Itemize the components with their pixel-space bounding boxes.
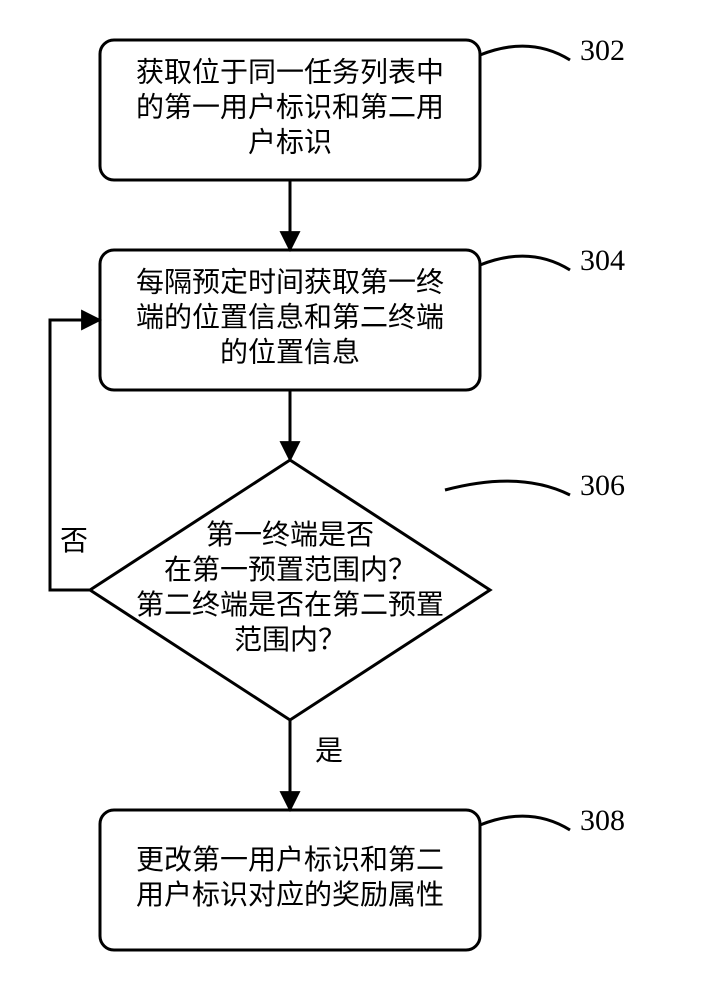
node-n306: 第一终端是否在第一预置范围内？第二终端是否在第二预置范围内？ 306 xyxy=(90,460,625,720)
edge-label: 否 xyxy=(60,526,88,557)
node-text: 第二终端是否在第二预置 xyxy=(136,589,444,621)
node-text: 范围内？ xyxy=(234,624,346,656)
label-leader xyxy=(480,816,570,830)
node-n308: 更改第一用户标识和第二用户标识对应的奖励属性 308 xyxy=(100,804,625,950)
node-text: 户标识 xyxy=(248,126,332,158)
label-leader xyxy=(480,256,570,270)
node-text: 第一终端是否 xyxy=(206,519,374,551)
node-n302: 获取位于同一任务列表中的第一用户标识和第二用户标识 302 xyxy=(100,34,625,180)
label-leader xyxy=(480,46,570,60)
node-n304: 每隔预定时间获取第一终端的位置信息和第二终端的位置信息 304 xyxy=(100,244,625,390)
node-text: 用户标识对应的奖励属性 xyxy=(136,879,444,911)
node-text: 获取位于同一任务列表中 xyxy=(136,56,444,88)
label-leader xyxy=(445,481,570,495)
node-text: 端的位置信息和第二终端 xyxy=(136,301,444,333)
step-label: 306 xyxy=(580,469,625,502)
node-text: 的第一用户标识和第二用 xyxy=(136,91,444,123)
node-text: 的位置信息 xyxy=(220,336,360,368)
node-text: 在第一预置范围内？ xyxy=(164,554,416,586)
step-label: 302 xyxy=(580,34,625,67)
node-text: 更改第一用户标识和第二 xyxy=(136,844,444,876)
node-text: 每隔预定时间获取第一终 xyxy=(136,266,444,298)
step-label: 308 xyxy=(580,804,625,837)
step-label: 304 xyxy=(580,244,625,277)
edge-label: 是 xyxy=(315,736,343,767)
